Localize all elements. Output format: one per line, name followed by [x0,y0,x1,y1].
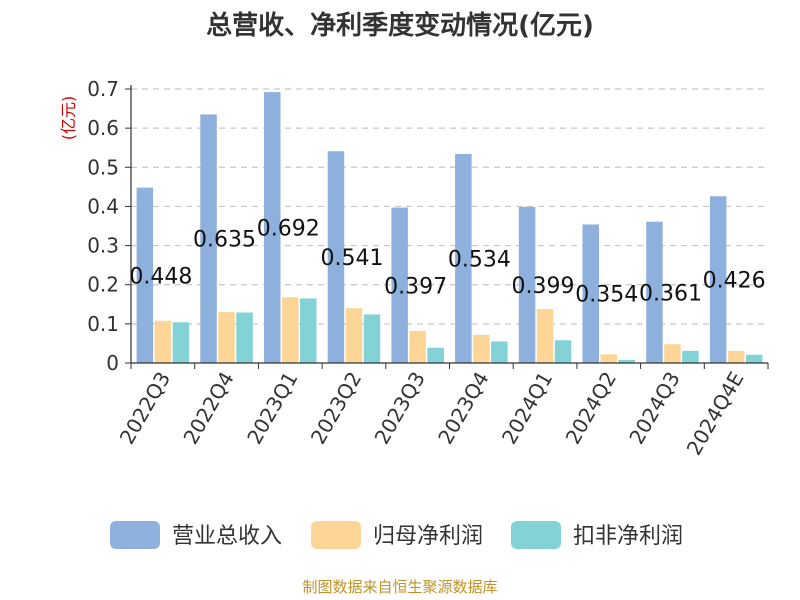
data-label: 0.541 [320,246,383,271]
bar-营业总收入-2022Q3 [136,187,154,363]
legend-swatch [311,521,361,549]
data-label: 0.448 [129,264,192,289]
legend: 营业总收入 归母净利润 扣非净利润 [110,521,683,549]
data-label: 0.397 [384,274,447,299]
source-note: 制图数据来自恒生聚源数据库 [302,578,497,596]
legend-swatch [511,521,561,549]
bar-归母净利润-2024Q2 [600,354,617,363]
y-tick-label: 0.3 [87,234,119,258]
y-tick-labels: 0 0.1 0.2 0.3 0.4 0.5 0.6 0.7 [87,77,131,375]
bar-归母净利润-2023Q2 [345,308,363,363]
bars-group [136,92,763,363]
data-label: 0.426 [703,269,766,294]
bar-归母净利润-2024Q1 [536,308,554,363]
data-label: 0.361 [639,281,702,306]
bar-扣非净利润-2024Q1 [554,340,572,363]
y-tick-label: 0.1 [87,312,119,336]
bar-扣非净利润-2023Q4 [491,341,508,363]
y-tick-label: 0 [106,351,119,375]
y-tick-label: 0.6 [87,116,119,140]
bar-归母净利润-2022Q3 [154,320,172,363]
bar-归母净利润-2023Q4 [473,334,490,363]
bar-营业总收入-2024Q3 [646,221,663,363]
x-tick-label: 2023Q1 [242,368,302,449]
bar-扣非净利润-2023Q1 [300,298,317,363]
bar-扣非净利润-2024Q4E [745,354,763,363]
chart-title: 总营收、净利季度变动情况(亿元) [206,10,594,41]
y-tick-label: 0.4 [87,194,119,218]
x-tick-label: 2022Q3 [115,368,175,449]
x-tick-label: 2023Q2 [306,368,366,449]
bar-营业总收入-2023Q4 [455,153,472,363]
bar-营业总收入-2024Q2 [582,224,599,363]
legend-label: 扣非净利润 [573,524,683,549]
bar-扣非净利润-2022Q3 [172,322,190,363]
data-label: 0.692 [257,217,320,242]
bar-扣非净利润-2022Q4 [236,312,253,363]
bar-营业总收入-2024Q4E [709,196,727,363]
bar-归母净利润-2022Q4 [218,312,235,363]
legend-swatch [110,521,160,549]
x-tick-label: 2023Q3 [370,368,430,449]
data-label: 0.354 [575,283,638,308]
bar-扣非净利润-2024Q3 [682,350,699,363]
data-label: 0.534 [448,247,511,272]
bar-营业总收入-2023Q1 [264,92,281,363]
bar-归母净利润-2024Q3 [664,344,681,363]
legend-label: 归母净利润 [373,524,483,549]
x-tick-labels: 2022Q3 2022Q4 2023Q1 2023Q2 2023Q3 2023Q4 2024… [115,368,749,460]
bar-扣非净利润-2024Q2 [618,359,635,363]
bar-归母净利润-2024Q4E [727,350,745,363]
axes [130,85,769,369]
bar-营业总收入-2024Q1 [518,206,536,363]
y-tick-label: 0.7 [87,77,119,101]
x-tick-label: 2024Q1 [497,368,557,449]
bar-营业总收入-2023Q2 [327,151,345,363]
bar-归母净利润-2023Q1 [282,297,299,363]
bar-归母净利润-2023Q3 [409,330,426,363]
x-tick-label: 2024Q3 [624,368,684,449]
bar-营业总收入-2022Q4 [200,114,217,363]
y-tick-label: 0.2 [87,273,119,297]
y-tick-label: 0.5 [87,155,119,179]
x-tick-label: 2024Q4E [682,368,749,460]
bar-扣非净利润-2023Q2 [363,314,381,363]
x-tick-label: 2023Q4 [433,368,493,449]
y-axis-label: (亿元) [59,96,78,141]
bar-扣非净利润-2023Q3 [427,347,444,363]
data-label: 0.635 [193,228,256,253]
x-tick-label: 2022Q4 [178,368,238,449]
data-label: 0.399 [512,274,575,299]
x-tick-label: 2024Q2 [561,368,621,449]
bar-营业总收入-2023Q3 [391,207,408,363]
legend-label: 营业总收入 [172,524,282,549]
